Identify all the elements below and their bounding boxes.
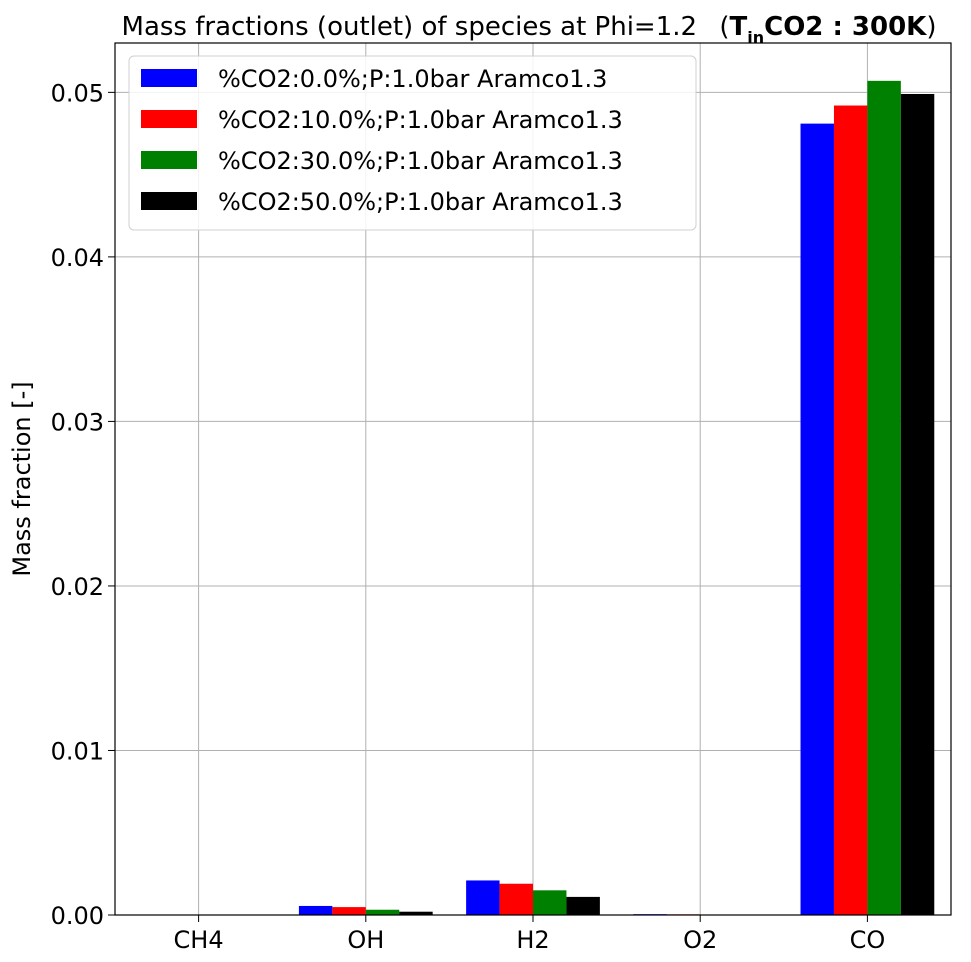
y-tick-label: 0.05 — [51, 79, 104, 107]
bar — [466, 880, 500, 915]
bars — [298, 80, 935, 916]
bar — [533, 890, 567, 915]
y-tick-label: 0.04 — [51, 244, 104, 272]
y-tick-label: 0.00 — [51, 902, 104, 930]
title-math-base: T — [730, 12, 748, 42]
legend-label: %CO2:30.0%;P:1.0bar Aramco1.3 — [218, 147, 623, 175]
bar — [800, 123, 834, 915]
legend-swatch — [141, 151, 197, 169]
bar — [298, 905, 333, 915]
title-math-subscript: in — [747, 28, 764, 47]
x-tick-label: OH — [347, 926, 384, 954]
x-tick-label: CO — [850, 926, 886, 954]
y-axis-ticks: 0.00 0.01 0.02 0.03 0.04 0.05 — [51, 79, 115, 930]
bar — [900, 94, 935, 915]
y-tick-label: 0.01 — [51, 737, 104, 765]
title-text: Mass fractions (outlet) of species at Ph… — [122, 12, 698, 42]
y-axis-label: Mass fraction [-] — [8, 381, 36, 576]
bar — [365, 909, 400, 915]
legend: %CO2:0.0%;P:1.0bar Aramco1.3 %CO2:10.0%;P… — [128, 55, 697, 231]
legend-label: %CO2:10.0%;P:1.0bar Aramco1.3 — [218, 106, 623, 134]
chart-title: Mass fractions (outlet) of species at Ph… — [122, 12, 937, 47]
bar — [833, 105, 868, 915]
legend-box — [128, 55, 697, 231]
bar — [566, 896, 600, 915]
x-tick-label: O2 — [683, 926, 717, 954]
x-axis-ticks: CH4 OH H2 O2 CO — [174, 915, 886, 954]
x-tick-label: H2 — [516, 926, 549, 954]
legend-swatch — [141, 192, 197, 210]
y-tick-label: 0.02 — [51, 573, 104, 601]
title-math-rest: CO2 : 300K — [764, 12, 927, 42]
legend-swatch — [141, 69, 197, 87]
x-tick-label: CH4 — [174, 926, 224, 954]
bar — [332, 907, 366, 915]
legend-swatch — [141, 110, 197, 128]
legend-label: %CO2:0.0%;P:1.0bar Aramco1.3 — [218, 65, 607, 93]
bar — [399, 911, 433, 915]
bar — [867, 80, 901, 916]
legend-label: %CO2:50.0%;P:1.0bar Aramco1.3 — [218, 188, 623, 216]
y-tick-label: 0.03 — [51, 408, 104, 436]
bar — [499, 883, 533, 915]
